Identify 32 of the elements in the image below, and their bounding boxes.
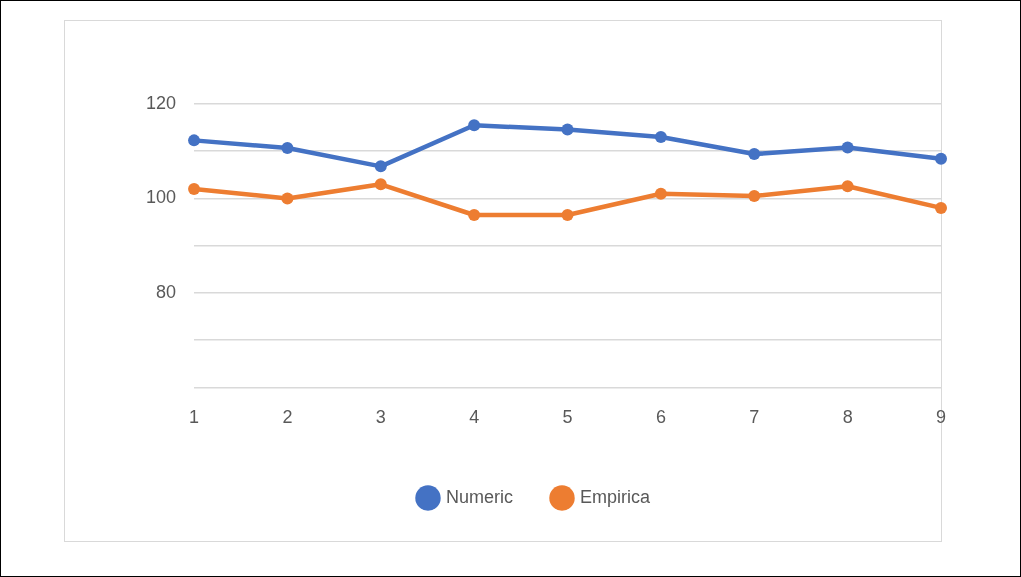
point [374,160,387,173]
x-tick-label: 4 [469,407,480,428]
y-tick-label: 120 [145,92,177,113]
point [654,187,667,200]
x-tick-label: 5 [562,407,573,428]
point [468,119,481,132]
point [188,183,201,196]
point [188,134,201,147]
point [748,190,761,203]
point [841,180,854,193]
point [561,209,574,221]
x-tick-label: 1 [189,407,200,428]
point [561,123,574,136]
point [935,201,947,214]
y-tick-label: 80 [156,281,177,302]
point [281,192,294,205]
point [468,209,481,221]
x-tick-label: 6 [655,407,666,428]
x-tick-label: 9 [935,407,947,428]
point [281,141,294,154]
y-tick-label: 100 [145,187,177,208]
point [374,178,387,191]
x-tick-label: 3 [375,407,386,428]
x-tick-label: 8 [842,407,853,428]
point [841,141,854,154]
legend-label: Empirica [580,486,651,507]
point [654,131,667,144]
point [748,148,761,161]
legend-label: Numeric [445,486,513,507]
x-tick-label: 2 [282,407,293,428]
x-tick-label: 7 [749,407,760,428]
point [935,152,947,165]
